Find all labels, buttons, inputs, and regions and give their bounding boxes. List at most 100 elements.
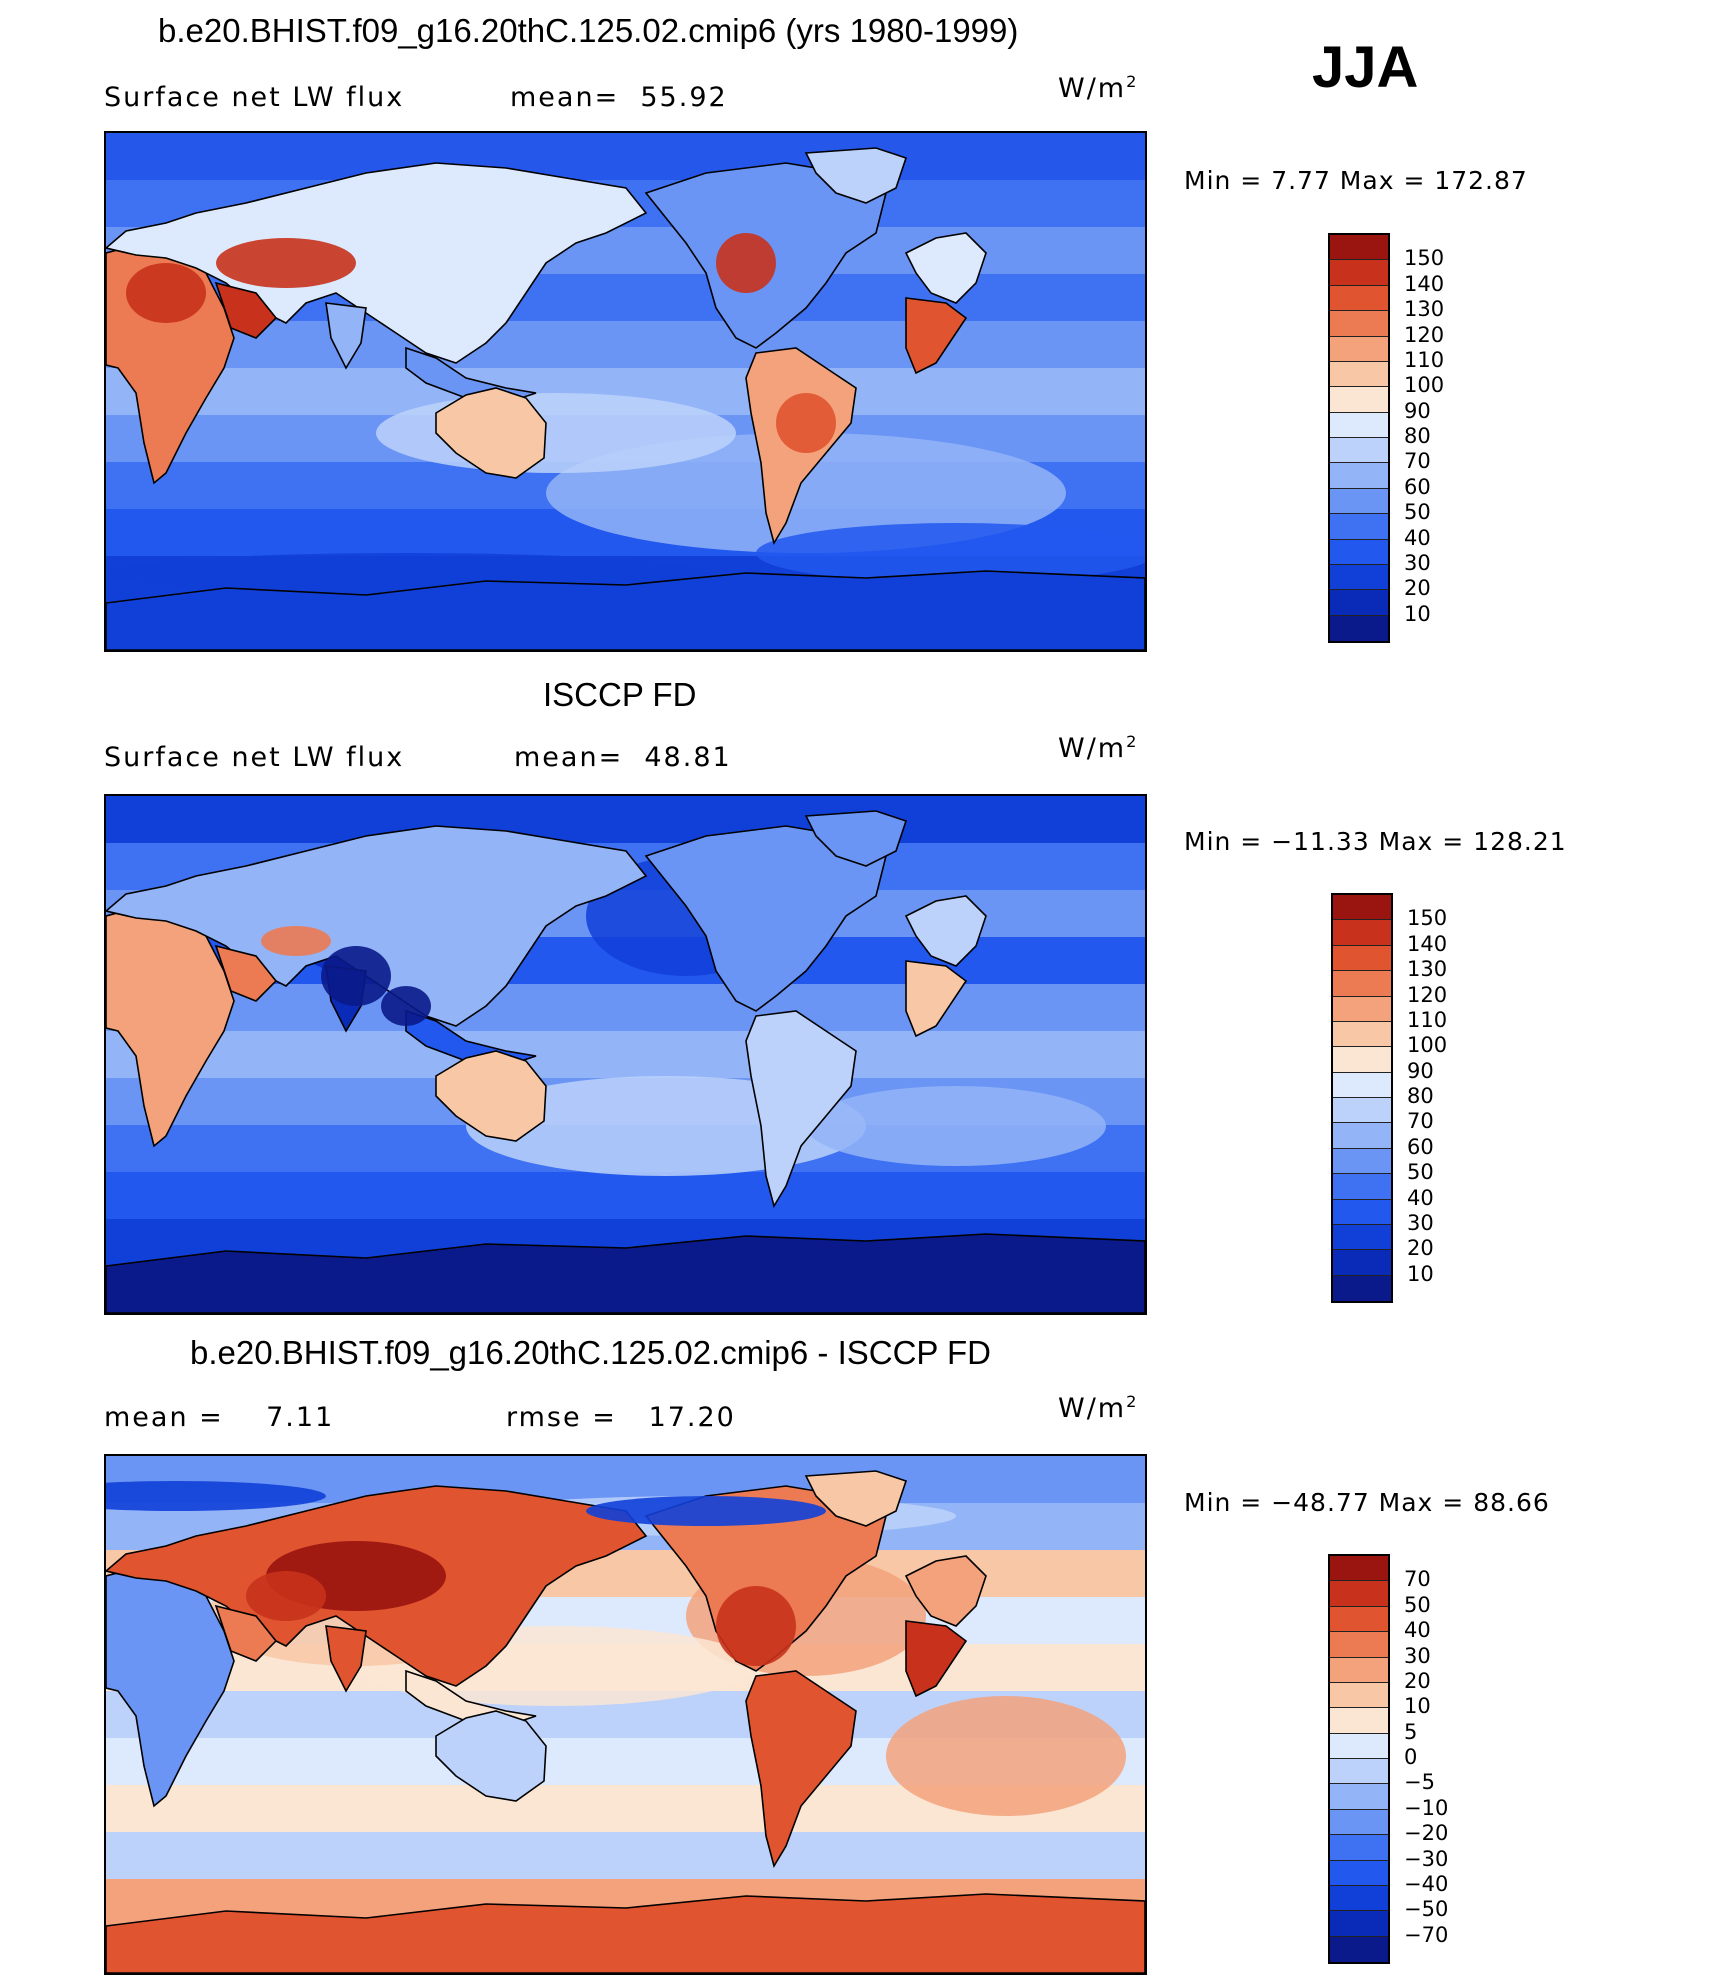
colorbar-tick-label: −30 [1404,1846,1449,1871]
colorbar-box [1330,1708,1388,1734]
continent-outline [905,297,968,375]
continent-outline [745,1670,857,1869]
colorbar-tick-label: 150 [1404,246,1445,271]
colorbar-box [1330,1733,1388,1759]
colorbar-tick-label: 90 [1404,398,1431,423]
panel3-units-exp: 2 [1126,1392,1139,1411]
colorbar-tick-label: 120 [1407,982,1448,1007]
colorbar-tick-label: 70 [1404,449,1431,474]
colorbar-box [1333,1021,1391,1048]
colorbar-tick-label: 5 [1404,1719,1418,1744]
colorbar-tick-label: 60 [1407,1134,1434,1159]
panel2-colorbar [1331,893,1393,1303]
colorbar-tick-label: 40 [1404,525,1431,550]
panel3-mean-key: mean = [104,1402,224,1433]
colorbar-tick-label: 60 [1404,474,1431,499]
colorbar-box [1333,1148,1391,1175]
panel1-minmax: Min = 7.77 Max = 172.87 [1184,166,1528,195]
colorbar-box [1330,1936,1388,1962]
continent-outline [106,570,1145,650]
colorbar-box [1330,1759,1388,1785]
colorbar-tick-label: 10 [1407,1261,1434,1286]
colorbar-tick-label: 10 [1404,1694,1431,1719]
colorbar-box [1333,1098,1391,1124]
colorbar-tick-label: −5 [1404,1770,1435,1795]
panel1-units: W/m2 [1058,72,1138,104]
continent-outline [905,1620,968,1698]
colorbar-box [1330,336,1388,362]
colorbar-tick-label: 120 [1404,322,1445,347]
colorbar-box [1333,1250,1391,1276]
colorbar-tick-label: 20 [1407,1236,1434,1261]
colorbar-tick-label: −40 [1404,1871,1449,1896]
panel2-variable-label: Surface net LW flux [104,742,405,773]
panel3-map [104,1454,1147,1975]
continent-outline [214,944,278,1002]
continent-outline [745,1010,857,1209]
colorbar-tick-label: 40 [1407,1185,1434,1210]
colorbar-box [1330,463,1388,489]
panel1-mean-key: mean= [510,82,620,113]
colorbar-tick-label: 90 [1407,1058,1434,1083]
panel2-mean-value: 48.81 [644,742,732,773]
continent-outline [904,1555,987,1627]
continent-outline [435,387,547,479]
panel3-mean-value: 7.11 [266,1402,335,1433]
colorbar-box [1330,1784,1388,1810]
colorbar-tick-label: 50 [1404,500,1431,525]
panel3-rmse-value: 17.20 [648,1402,736,1433]
panel3-title: b.e20.BHIST.f09_g16.20thC.125.02.cmip6 -… [190,1334,991,1371]
panel2-map-svg [106,796,1145,1313]
panel1-units-base: W/m [1058,73,1127,104]
colorbar-box [1330,1632,1388,1658]
panel2-mean-key: mean= [514,742,624,773]
panel3-units: W/m2 [1058,1392,1138,1424]
colorbar-box [1333,1174,1391,1200]
panel2-units-exp: 2 [1126,732,1139,751]
colorbar-box [1330,1556,1388,1582]
panel3-mean-label: mean = 7.11 [104,1402,334,1433]
colorbar-box [1333,1199,1391,1225]
panel2-minmax: Min = −11.33 Max = 128.21 [1184,827,1567,856]
continent-outline [214,281,278,339]
panel2-units: W/m2 [1058,732,1138,764]
colorbar-box [1330,1911,1388,1937]
colorbar-box [1330,361,1388,388]
colorbar-box [1333,895,1391,921]
panel3-rmse-label: rmse = 17.20 [506,1402,736,1433]
colorbar-tick-label: 10 [1404,601,1431,626]
colorbar-tick-label: −70 [1404,1922,1449,1947]
colorbar-box [1330,1860,1388,1886]
continent-outline [435,1710,547,1802]
colorbar-box [1330,514,1388,540]
colorbar-tick-label: 70 [1407,1109,1434,1134]
colorbar-box [1330,615,1388,641]
colorbar-box [1330,285,1388,312]
colorbar-tick-label: 150 [1407,906,1448,931]
panel2-units-base: W/m [1058,733,1127,764]
colorbar-box [1333,971,1391,997]
colorbar-box [1333,1123,1391,1149]
colorbar-box [1330,311,1388,337]
colorbar-tick-label: 100 [1407,1033,1448,1058]
panel3-map-svg [106,1456,1145,1973]
colorbar-box [1330,412,1388,438]
colorbar-box [1330,387,1388,413]
colorbar-box [1330,539,1388,565]
colorbar-tick-label: 40 [1404,1618,1431,1643]
colorbar-tick-label: 30 [1404,1643,1431,1668]
panel1-map-svg [106,133,1145,650]
continent-outline [325,302,367,370]
colorbar-tick-label: 140 [1404,271,1445,296]
colorbar-box [1333,945,1391,972]
colorbar-box [1330,1606,1388,1633]
colorbar-box [1330,260,1388,286]
continent-outline [214,1604,278,1662]
colorbar-tick-label: 80 [1404,424,1431,448]
colorbar-tick-label: 20 [1404,1668,1431,1693]
panel3-rmse-key: rmse = [506,1402,617,1433]
colorbar-box [1330,1682,1388,1709]
colorbar-box [1330,1657,1388,1683]
colorbar-box [1330,235,1388,261]
colorbar-tick-label: −10 [1404,1795,1449,1820]
